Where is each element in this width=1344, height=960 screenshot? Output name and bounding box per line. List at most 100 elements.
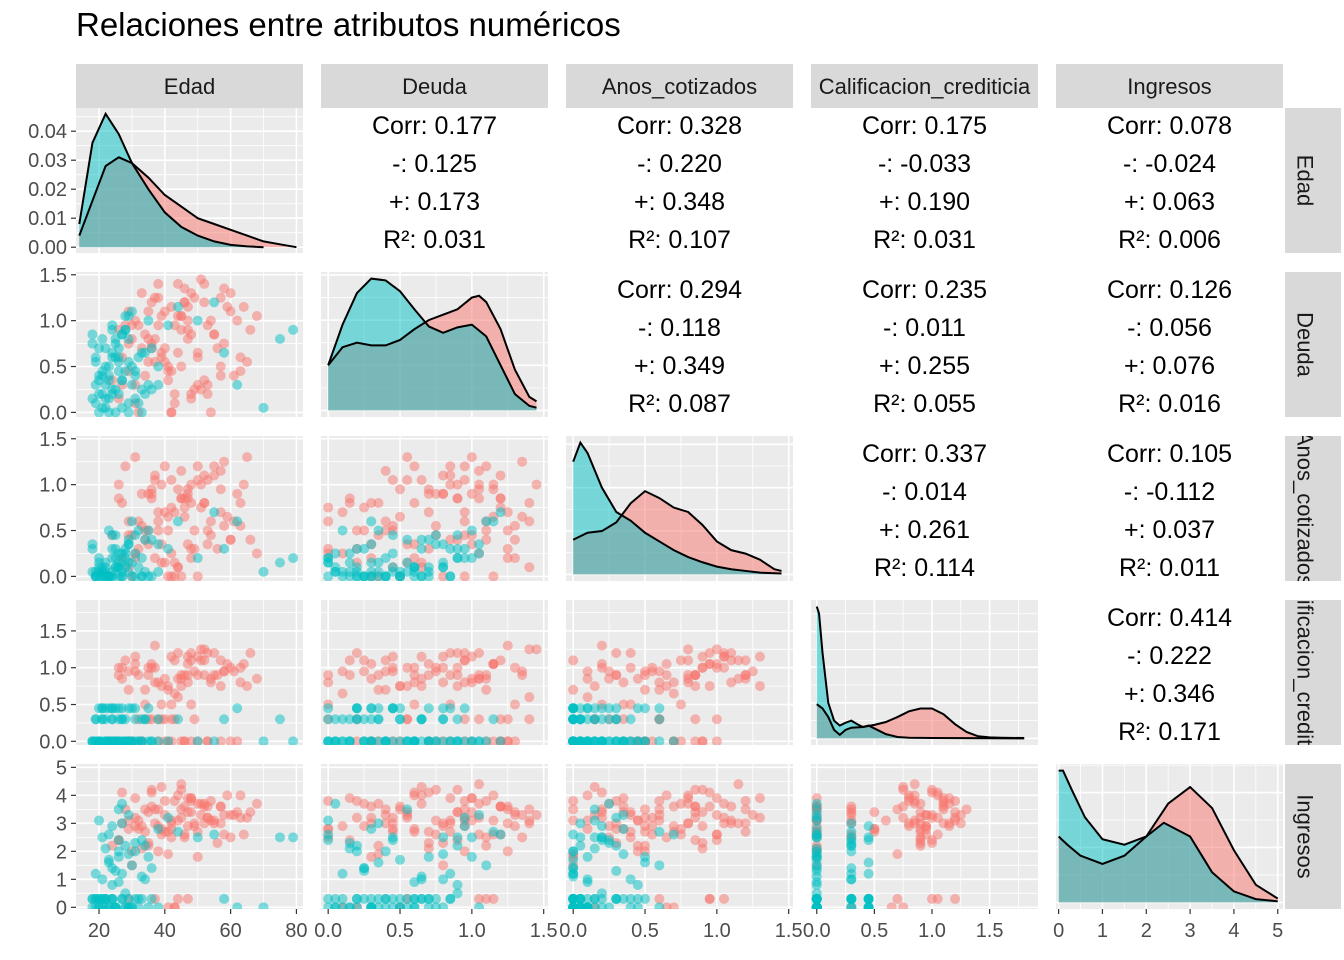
scatter-point-group-a xyxy=(892,849,903,860)
scatter-point-group-a xyxy=(192,461,203,472)
scatter-point-group-a xyxy=(661,790,672,801)
scatter-point-group-a xyxy=(215,681,226,692)
scatter-point-group-b xyxy=(351,703,362,714)
scatter-point-group-b xyxy=(274,714,285,725)
scatter-point-group-a xyxy=(409,553,420,564)
scatter-point-group-a xyxy=(172,347,183,358)
scatter-point-group-a xyxy=(690,784,701,795)
scatter-point-group-b xyxy=(153,823,164,834)
scatter-point-group-b xyxy=(474,736,485,745)
scatter-point-group-b xyxy=(416,714,427,725)
scatter-point-group-b xyxy=(495,736,506,745)
scatter-point-group-b xyxy=(611,703,622,714)
scatter-point-group-b xyxy=(438,703,449,714)
scatter-point-group-b xyxy=(387,832,398,843)
scatter-point-group-a xyxy=(466,452,477,463)
scatter-point-group-b xyxy=(97,902,108,909)
scatter-point-group-a xyxy=(625,832,636,843)
scatter-point-group-a xyxy=(452,479,463,490)
corr-text-edad-deuda: Corr: 0.177 xyxy=(372,112,497,140)
scatter-point-group-a xyxy=(647,821,658,832)
scatter-point-group-a xyxy=(582,790,593,801)
scatter-point-group-b xyxy=(107,821,118,832)
scatter-point-group-a xyxy=(156,311,167,322)
y-tick-label-edad: 0.00 xyxy=(28,237,67,259)
x-tick-label-anos-cotizados: 1.5 xyxy=(775,920,803,942)
scatter-point-group-b xyxy=(323,815,334,826)
scatter-point-group-b xyxy=(107,553,118,564)
scatter-point-group-b xyxy=(258,566,269,577)
scatter-point-group-a xyxy=(459,475,470,486)
scatter-point-group-a xyxy=(754,793,765,804)
x-tick-label-deuda: 0.0 xyxy=(314,920,342,942)
scatter-point-group-b xyxy=(219,543,230,554)
scatter-point-group-a xyxy=(380,516,391,527)
scatter-point-group-a xyxy=(416,681,427,692)
scatter-point-group-a xyxy=(140,684,151,695)
scatter-point-group-a xyxy=(926,812,937,823)
scatter-point-group-a xyxy=(531,644,542,655)
scatter-point-group-a xyxy=(690,681,701,692)
x-tick-label-edad: 80 xyxy=(285,920,307,942)
y-tick-label-ingresos: 1 xyxy=(56,869,67,891)
scatter-point-group-a xyxy=(452,807,463,818)
scatter-point-group-a xyxy=(189,525,200,536)
scatter-point-group-a xyxy=(675,655,686,666)
scatter-point-group-a xyxy=(517,456,528,467)
scatter-point-group-a xyxy=(242,452,253,463)
corr-text-edad-ingresos: -: -0.024 xyxy=(1123,150,1216,178)
scatter-point-group-a xyxy=(123,684,134,695)
scatter-point-group-b xyxy=(373,857,384,868)
scatter-point-group-b xyxy=(380,846,391,857)
x-tick-label-ingresos: 1 xyxy=(1097,920,1108,942)
scatter-point-group-b xyxy=(445,571,456,581)
scatter-point-group-a xyxy=(199,497,210,508)
scatter-point-group-b xyxy=(146,384,157,395)
scatter-point-group-b xyxy=(395,893,406,904)
density-area-group-b xyxy=(573,442,782,575)
density-area-group-b xyxy=(1058,770,1278,903)
scatter-point-group-a xyxy=(582,673,593,684)
scatter-point-group-b xyxy=(402,566,413,577)
scatter-point-group-a xyxy=(402,681,413,692)
corr-text-edad-anos-cotizados: -: 0.220 xyxy=(637,150,722,178)
x-tick-label-ingresos: 2 xyxy=(1141,920,1152,942)
scatter-point-group-b xyxy=(589,815,600,826)
scatter-point-group-b xyxy=(654,826,665,837)
scatter-point-group-a xyxy=(589,681,600,692)
scatter-point-group-b xyxy=(575,736,586,745)
scatter-point-group-b xyxy=(113,835,124,846)
scatter-point-group-a xyxy=(950,893,961,904)
scatter-point-group-b xyxy=(423,562,434,573)
scatter-point-group-a xyxy=(153,292,164,303)
scatter-point-group-a xyxy=(697,837,708,848)
scatter-point-group-b xyxy=(366,516,377,527)
x-tick-label-ingresos: 4 xyxy=(1228,920,1239,942)
scatter-point-group-b xyxy=(126,860,137,871)
scatter-point-group-a xyxy=(189,714,200,725)
scatter-point-group-a xyxy=(459,846,470,857)
scatter-point-group-b xyxy=(632,879,643,890)
scatter-point-group-b xyxy=(288,736,299,745)
y-tick-label-calificacion-crediticia: 0.5 xyxy=(39,695,67,717)
scatter-point-group-a xyxy=(380,525,391,536)
density-area-group-b xyxy=(328,278,537,411)
scatter-point-group-b xyxy=(611,714,622,725)
scatter-point-group-b xyxy=(153,714,164,725)
scatter-point-group-a xyxy=(202,539,213,550)
corr-text-edad-calificacion-crediticia: +: 0.190 xyxy=(879,188,970,216)
scatter-point-group-a xyxy=(704,893,715,904)
scatter-point-group-a xyxy=(733,655,744,666)
scatter-point-group-a xyxy=(459,507,470,518)
scatter-point-group-b xyxy=(330,893,341,904)
scatter-point-group-a xyxy=(909,818,920,829)
scatter-point-group-a xyxy=(251,798,262,809)
scatter-point-group-a xyxy=(337,821,348,832)
scatter-point-group-a xyxy=(337,548,348,559)
strip-right-label-calificacion-crediticia: Calificacion_crediticia xyxy=(1293,567,1318,779)
scatter-point-group-b xyxy=(811,851,822,862)
scatter-point-group-b xyxy=(120,714,131,725)
x-tick-label-edad: 60 xyxy=(219,920,241,942)
scatter-point-group-a xyxy=(711,659,722,670)
corr-text-deuda-ingresos: Corr: 0.126 xyxy=(1107,276,1232,304)
